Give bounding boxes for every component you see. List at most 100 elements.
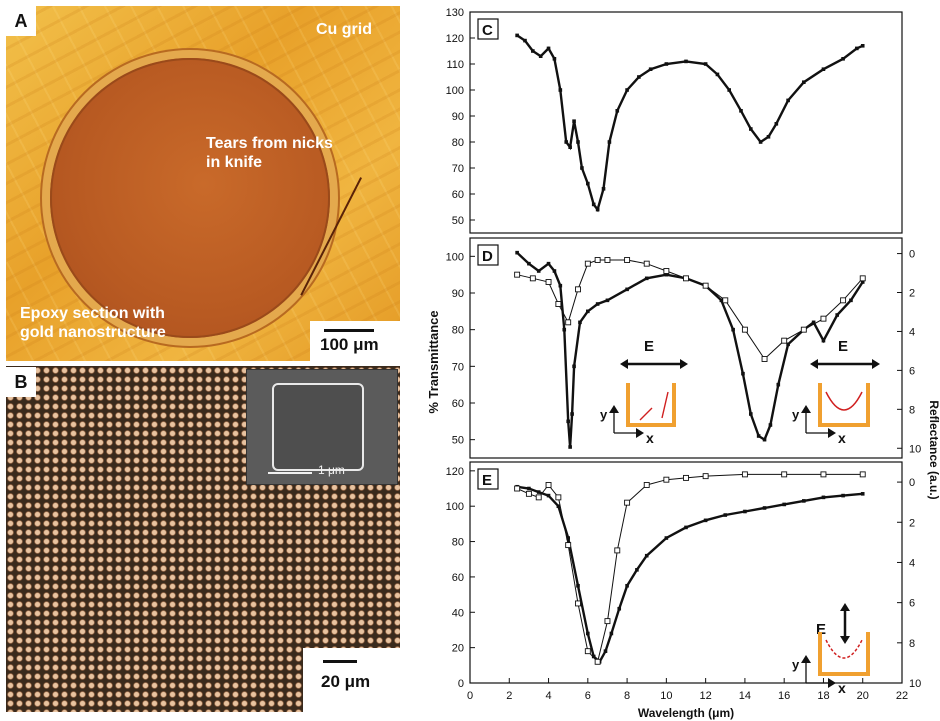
filled-marker	[595, 207, 600, 212]
right-y-tick-label: 2	[909, 288, 915, 300]
filled-marker	[766, 135, 771, 139]
filled-marker	[821, 67, 826, 71]
open-marker	[663, 476, 670, 483]
tears-label-line1: Tears from nicks	[206, 135, 333, 152]
filled-marker	[601, 187, 606, 191]
series-line-c-0	[516, 34, 864, 213]
filled-marker	[615, 109, 620, 113]
y-tick-label: 60	[452, 572, 464, 584]
open-marker	[800, 326, 807, 333]
y-tick-label: 100	[446, 251, 464, 263]
inset-axes-d1-label-x: x	[646, 430, 654, 446]
open-marker	[555, 494, 562, 501]
filled-marker	[835, 313, 839, 317]
filled-marker	[637, 75, 641, 79]
filled-marker	[703, 62, 708, 66]
filled-marker	[586, 309, 590, 314]
x-tick-label: 10	[660, 690, 672, 702]
right-y-tick-label: 6	[909, 365, 915, 377]
filled-marker	[635, 568, 639, 572]
filled-marker	[811, 320, 816, 325]
open-marker	[761, 356, 768, 362]
micrograph-a	[6, 6, 400, 361]
e-field-head-d2-left	[810, 359, 818, 369]
filled-marker	[605, 298, 610, 303]
plot-frame-e	[469, 461, 903, 684]
filled-marker	[756, 434, 761, 438]
filled-marker	[802, 499, 806, 503]
open-marker	[584, 648, 591, 655]
panel-letter-e: E	[482, 472, 492, 489]
inset-axes-e-head-x	[828, 678, 836, 688]
y-tick-label: 60	[452, 398, 464, 410]
open-marker	[565, 319, 572, 326]
open-marker	[565, 542, 572, 549]
filled-marker	[664, 536, 669, 540]
e-field-label-d2: E	[838, 338, 848, 355]
inset-axes-d2-head-x	[828, 428, 836, 438]
open-marker	[781, 471, 788, 478]
filled-marker	[572, 119, 576, 123]
open-marker	[604, 618, 611, 625]
open-marker	[604, 257, 611, 263]
filled-marker	[552, 57, 557, 61]
filled-marker	[609, 631, 614, 636]
filled-marker	[580, 166, 584, 170]
open-marker	[575, 600, 581, 607]
panel-letter-box-c	[477, 18, 499, 40]
open-marker	[643, 482, 650, 488]
right-y-tick-label: 2	[909, 517, 915, 529]
scale-label-b: 20 μm	[321, 672, 371, 691]
x-tick-label: 18	[817, 690, 829, 702]
filled-marker	[531, 49, 535, 53]
filled-marker	[860, 280, 865, 284]
resonator-u-d2	[818, 383, 870, 427]
tears-label-line2: in knife	[206, 154, 263, 171]
filled-marker	[644, 553, 649, 558]
scale-bar-b	[323, 660, 357, 663]
filled-marker	[625, 88, 629, 92]
epoxy-label-line2: gold nanostructure	[20, 324, 166, 341]
filled-marker	[715, 72, 720, 77]
filled-marker	[536, 490, 541, 494]
filled-marker	[562, 327, 567, 332]
open-marker	[529, 275, 536, 282]
e-field-head-e-down	[840, 636, 850, 644]
series-line-e-1	[516, 473, 863, 663]
filled-marker	[576, 583, 580, 588]
filled-marker	[855, 46, 859, 51]
y-tick-label: 20	[452, 643, 464, 655]
filled-marker	[768, 423, 773, 427]
filled-marker	[739, 109, 743, 113]
open-marker	[594, 257, 601, 263]
filled-marker	[774, 122, 779, 126]
cu-grid-label: Cu grid	[316, 21, 372, 38]
panel-letter-box-e	[477, 468, 499, 490]
filled-marker	[586, 631, 590, 636]
filled-marker	[743, 509, 747, 514]
open-marker	[741, 326, 748, 333]
x-tick-label: 0	[467, 690, 473, 702]
right-y-tick-label: 0	[909, 249, 915, 261]
filled-marker	[684, 525, 688, 530]
filled-marker	[523, 38, 527, 43]
y-tick-label: 70	[452, 163, 464, 175]
filled-marker	[723, 513, 728, 517]
open-marker	[702, 473, 709, 480]
right-y-tick-label: 8	[909, 638, 915, 650]
filled-marker	[841, 57, 845, 61]
e-field-label-d1: E	[644, 338, 654, 355]
right-y-tick-label: 4	[909, 326, 915, 338]
panel-letter-box-d	[477, 244, 499, 266]
open-marker	[594, 658, 601, 665]
open-marker	[514, 271, 521, 278]
open-marker	[781, 337, 788, 344]
e-field-label-e: E	[816, 621, 826, 638]
x-tick-label: 20	[857, 690, 869, 702]
y-tick-label: 90	[452, 288, 464, 300]
filled-marker	[515, 33, 519, 38]
filled-marker	[741, 371, 745, 376]
filled-marker	[558, 283, 563, 288]
filled-marker	[546, 261, 551, 266]
